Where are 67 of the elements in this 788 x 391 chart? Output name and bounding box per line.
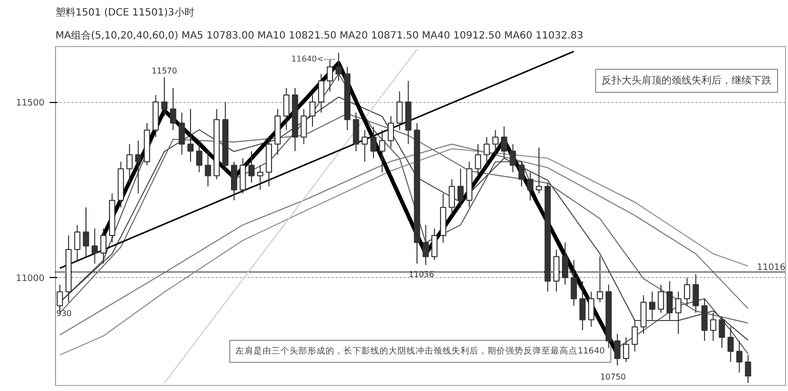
candlestick: [658, 284, 664, 314]
candlestick: [161, 76, 168, 117]
candlestick: [74, 224, 80, 261]
candlestick: [518, 161, 525, 187]
candlestick: [82, 206, 90, 258]
candlestick: [718, 316, 726, 348]
candlestick: [492, 130, 499, 156]
candlestick: [422, 224, 429, 266]
candlestick: [170, 87, 176, 131]
y-tick-label: 11000: [16, 274, 45, 284]
annotation: 左肩是由三个头部形成的，长下影线的大阴线冲击颈线失利后，期价强势反弹至最高点11640: [236, 345, 605, 356]
candlestick: [692, 274, 699, 314]
candlestick: [728, 326, 734, 362]
candlestick: [666, 280, 673, 320]
candlestick: [536, 147, 542, 194]
candlestick: [204, 150, 212, 187]
candlestick: [187, 108, 194, 162]
candlestick: [336, 52, 342, 82]
candlestick: [596, 256, 604, 303]
y-tick-label: 11500: [16, 98, 45, 109]
candlestick: [283, 87, 290, 131]
annotation: 11640<----: [291, 54, 336, 64]
annotation: 11036: [408, 270, 434, 280]
candlestick: [588, 291, 594, 328]
annotation: 930: [56, 309, 72, 318]
candlestick: [710, 312, 716, 342]
candlestick: [632, 319, 638, 352]
candlestick: [362, 130, 368, 162]
candlestick: [388, 116, 394, 148]
candlestick: [196, 144, 202, 173]
candlestick: [126, 144, 133, 184]
annotation: 11570: [152, 66, 178, 76]
candlestick: [744, 354, 752, 384]
candlestick: [396, 90, 403, 131]
candlestick: [370, 126, 377, 159]
candlestick: [562, 242, 568, 286]
candlestick: [457, 168, 464, 208]
candlestick: [257, 164, 264, 190]
candlestick: [570, 260, 577, 306]
candlestick: [92, 228, 98, 264]
candlestick: [484, 136, 490, 166]
candlestick: [614, 333, 620, 366]
candlestick: [736, 340, 742, 373]
candlestick: [100, 228, 107, 264]
candlestick: [622, 336, 630, 362]
candlestick: [318, 73, 324, 114]
candlestick: [684, 277, 690, 306]
candlestick: [379, 130, 386, 173]
candlestick: [501, 126, 508, 159]
candlestick: [474, 144, 482, 176]
candlestick: [579, 280, 586, 331]
candlestick: [300, 108, 307, 145]
candlestick: [178, 112, 185, 156]
candlestick: [510, 144, 516, 173]
candlestick: [675, 291, 682, 334]
candlestick: [135, 140, 142, 194]
candlestick: [448, 178, 455, 215]
candlestick: [649, 291, 656, 320]
chart-subtitle: MA组合(5,10,20,40,60,0) MA5 10783.00 MA10 10821.50 MA20 10871.50 MA40 10912.50 MA60 11032.83: [56, 30, 584, 42]
candlestick: [431, 228, 438, 261]
annotation: 10750: [600, 372, 626, 382]
candlestick: [527, 172, 534, 201]
ref-line-label: 11016: [756, 263, 786, 274]
chart-title: 塑料1501 (DCE 11501)3小时: [56, 6, 194, 18]
annotation: 反扑大头肩顶的颈线失利后，继续下跌: [602, 74, 772, 86]
candlestick: [309, 94, 316, 128]
candlestick: [248, 150, 255, 184]
